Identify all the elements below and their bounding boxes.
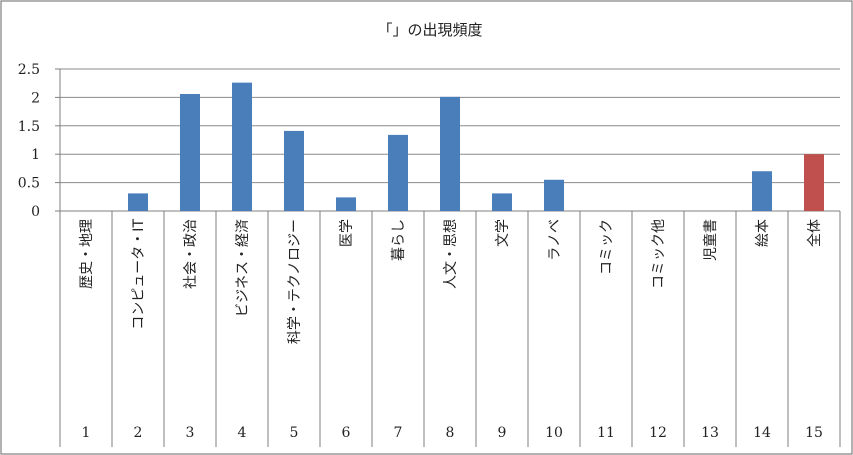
x-category-label: 暮らし [391, 219, 407, 261]
y-axis-ticks: 0 0.5 1 1.5 2 2.5 [18, 62, 61, 220]
y-tick-label: 2 [31, 90, 40, 106]
x-category-label: コミック [599, 219, 615, 275]
bar [232, 82, 252, 211]
x-category-label: 全体 [806, 219, 823, 247]
bar [440, 96, 460, 211]
y-tick-label: 2.5 [18, 62, 40, 78]
x-category-label: 文学 [495, 219, 511, 247]
bars [128, 82, 824, 211]
x-category-label: 人文・思想 [443, 219, 459, 289]
x-category-number: 9 [498, 425, 507, 441]
x-category-number: 8 [446, 425, 455, 441]
bar [336, 197, 356, 211]
x-category-label: 科学・テクノロジー [287, 219, 303, 344]
x-category-label: ラノベ [547, 219, 563, 261]
x-category-number: 7 [394, 425, 403, 441]
bar [284, 130, 304, 211]
x-category-number: 11 [597, 425, 615, 441]
x-category-number: 14 [753, 425, 771, 441]
x-category-number: 5 [290, 425, 299, 441]
bar [388, 134, 408, 211]
x-category-number: 1 [82, 425, 91, 441]
category-table: 歴史・地理 1 コンピュータ・IT 2 社会・政治 3 ビジネス・経済 4 科学・テクノロジー 5… [59, 211, 841, 447]
bar [128, 193, 148, 211]
y-tick-label: 1 [31, 147, 40, 163]
x-category-label: 社会・政治 [183, 219, 199, 289]
x-category-number: 4 [238, 425, 247, 441]
x-category-label: ビジネス・経済 [235, 219, 251, 317]
x-category-number: 10 [545, 425, 563, 441]
chart-title: 「」の出現頻度 [377, 21, 482, 39]
x-category-number: 2 [134, 425, 143, 441]
y-tick-label: 1.5 [18, 119, 40, 135]
x-category-number: 12 [649, 425, 667, 441]
bar [752, 171, 772, 211]
bar [804, 154, 824, 211]
bar [544, 179, 564, 211]
x-category-number: 6 [342, 425, 351, 441]
y-tick-label: 0.5 [18, 176, 40, 192]
bar [180, 93, 200, 211]
x-category-number: 15 [805, 425, 823, 441]
x-category-label: コンピュータ・IT [131, 219, 147, 330]
y-tick-label: 0 [31, 204, 40, 220]
x-category-label: 医学 [339, 219, 355, 247]
x-category-number: 13 [701, 425, 719, 441]
x-category-label: 児童書 [702, 219, 719, 261]
x-category-number: 3 [186, 425, 195, 441]
bar [492, 193, 512, 211]
x-category-label: 歴史・地理 [79, 219, 95, 289]
x-category-label: 絵本 [755, 219, 771, 247]
x-category-label: コミック他 [651, 219, 667, 289]
